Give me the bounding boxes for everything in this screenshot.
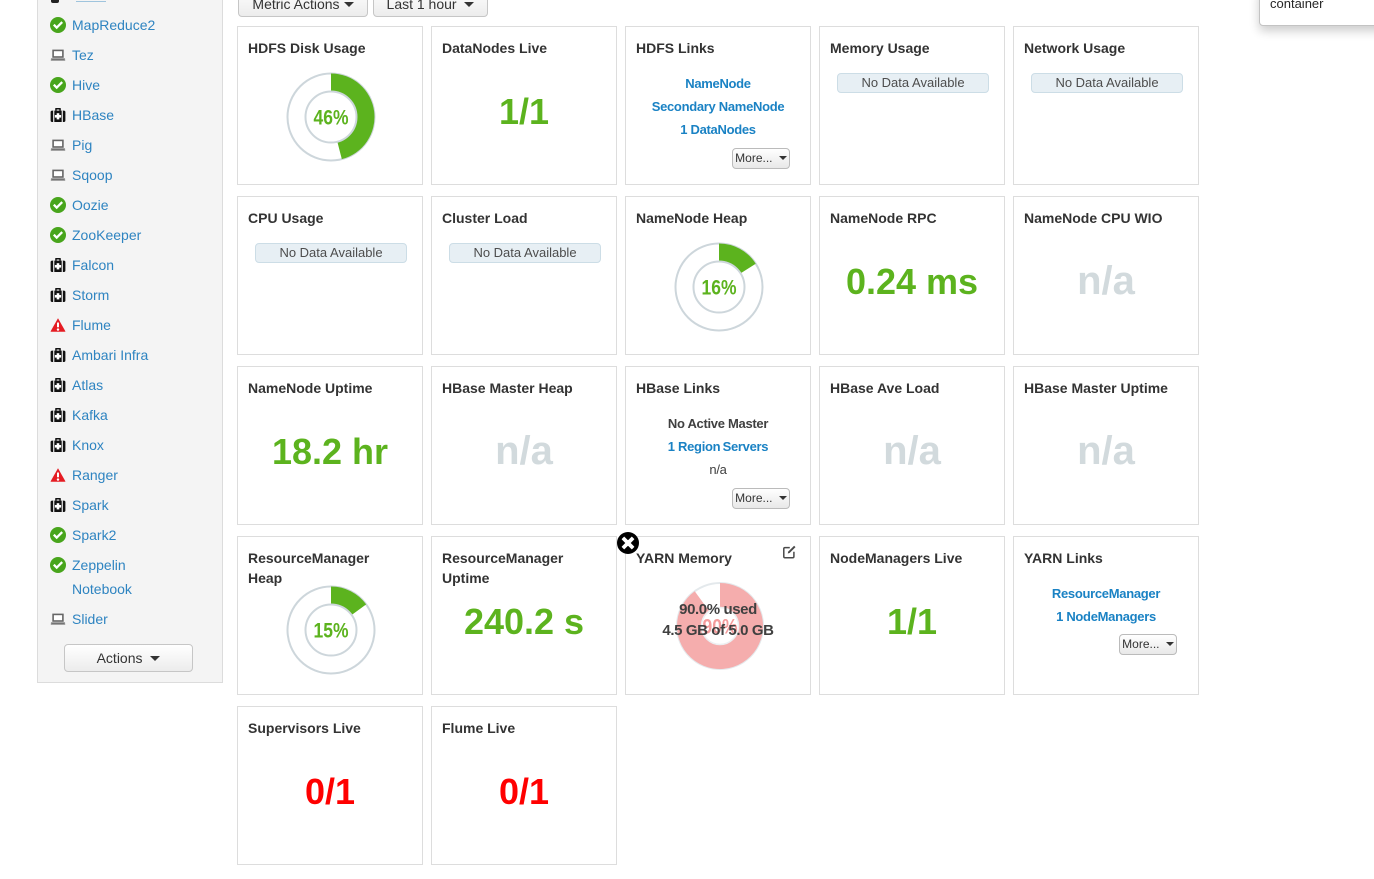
svg-text:15%: 15% xyxy=(314,620,349,643)
svg-text:46%: 46% xyxy=(314,107,349,130)
svg-text:90%: 90% xyxy=(703,616,738,639)
svg-text:16%: 16% xyxy=(702,277,737,300)
